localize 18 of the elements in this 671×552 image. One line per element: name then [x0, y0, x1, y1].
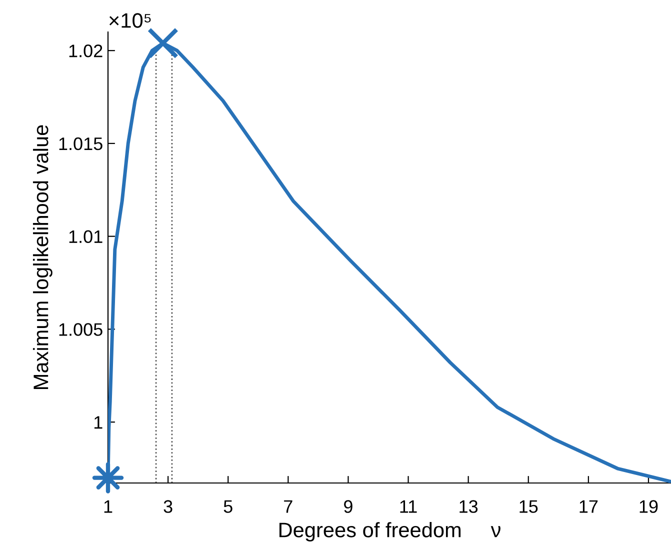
- x-tick-label: 1: [104, 500, 112, 513]
- x-tick-label: 3: [164, 500, 172, 513]
- x-tick-label: 9: [344, 500, 352, 513]
- x-tick-label: 7: [284, 500, 292, 513]
- y-tick-label: 1.02: [69, 44, 102, 58]
- x-tick-label: 15: [520, 500, 538, 513]
- x-tick-label: 19: [640, 500, 658, 513]
- y-axis-title: Maximum loglikelihood value: [32, 125, 52, 389]
- y-tick-label: 1.01: [69, 230, 102, 244]
- x-tick-label: 17: [580, 500, 598, 513]
- y-tick-label: 1.005: [59, 323, 102, 336]
- x-tick-label: 13: [460, 500, 478, 513]
- x-axis-title: Degrees of freedom ν: [279, 522, 500, 542]
- text: ×10⁵: [109, 13, 151, 28]
- x-tick-label: 11: [400, 500, 417, 513]
- x-tick-label: 5: [224, 500, 232, 513]
- y-tick-label: 1: [94, 416, 102, 429]
- y-tick-label: 1.015: [59, 137, 102, 150]
